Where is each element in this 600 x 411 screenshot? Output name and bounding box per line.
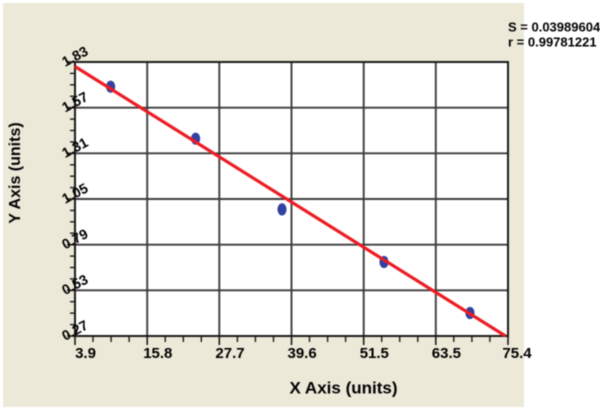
svg-text:3.9: 3.9 (75, 345, 96, 362)
svg-text:51.5: 51.5 (360, 345, 389, 362)
svg-text:15.8: 15.8 (143, 345, 172, 362)
svg-text:r = 0.99781221: r = 0.99781221 (508, 35, 597, 50)
svg-text:S = 0.03989604: S = 0.03989604 (508, 20, 600, 35)
svg-text:75.4: 75.4 (502, 345, 532, 362)
svg-text:X Axis (units): X Axis (units) (290, 379, 398, 398)
svg-text:39.6: 39.6 (287, 345, 316, 362)
svg-text:27.7: 27.7 (215, 345, 244, 362)
svg-text:63.5: 63.5 (432, 345, 461, 362)
svg-text:Y Axis (units): Y Axis (units) (7, 122, 24, 223)
